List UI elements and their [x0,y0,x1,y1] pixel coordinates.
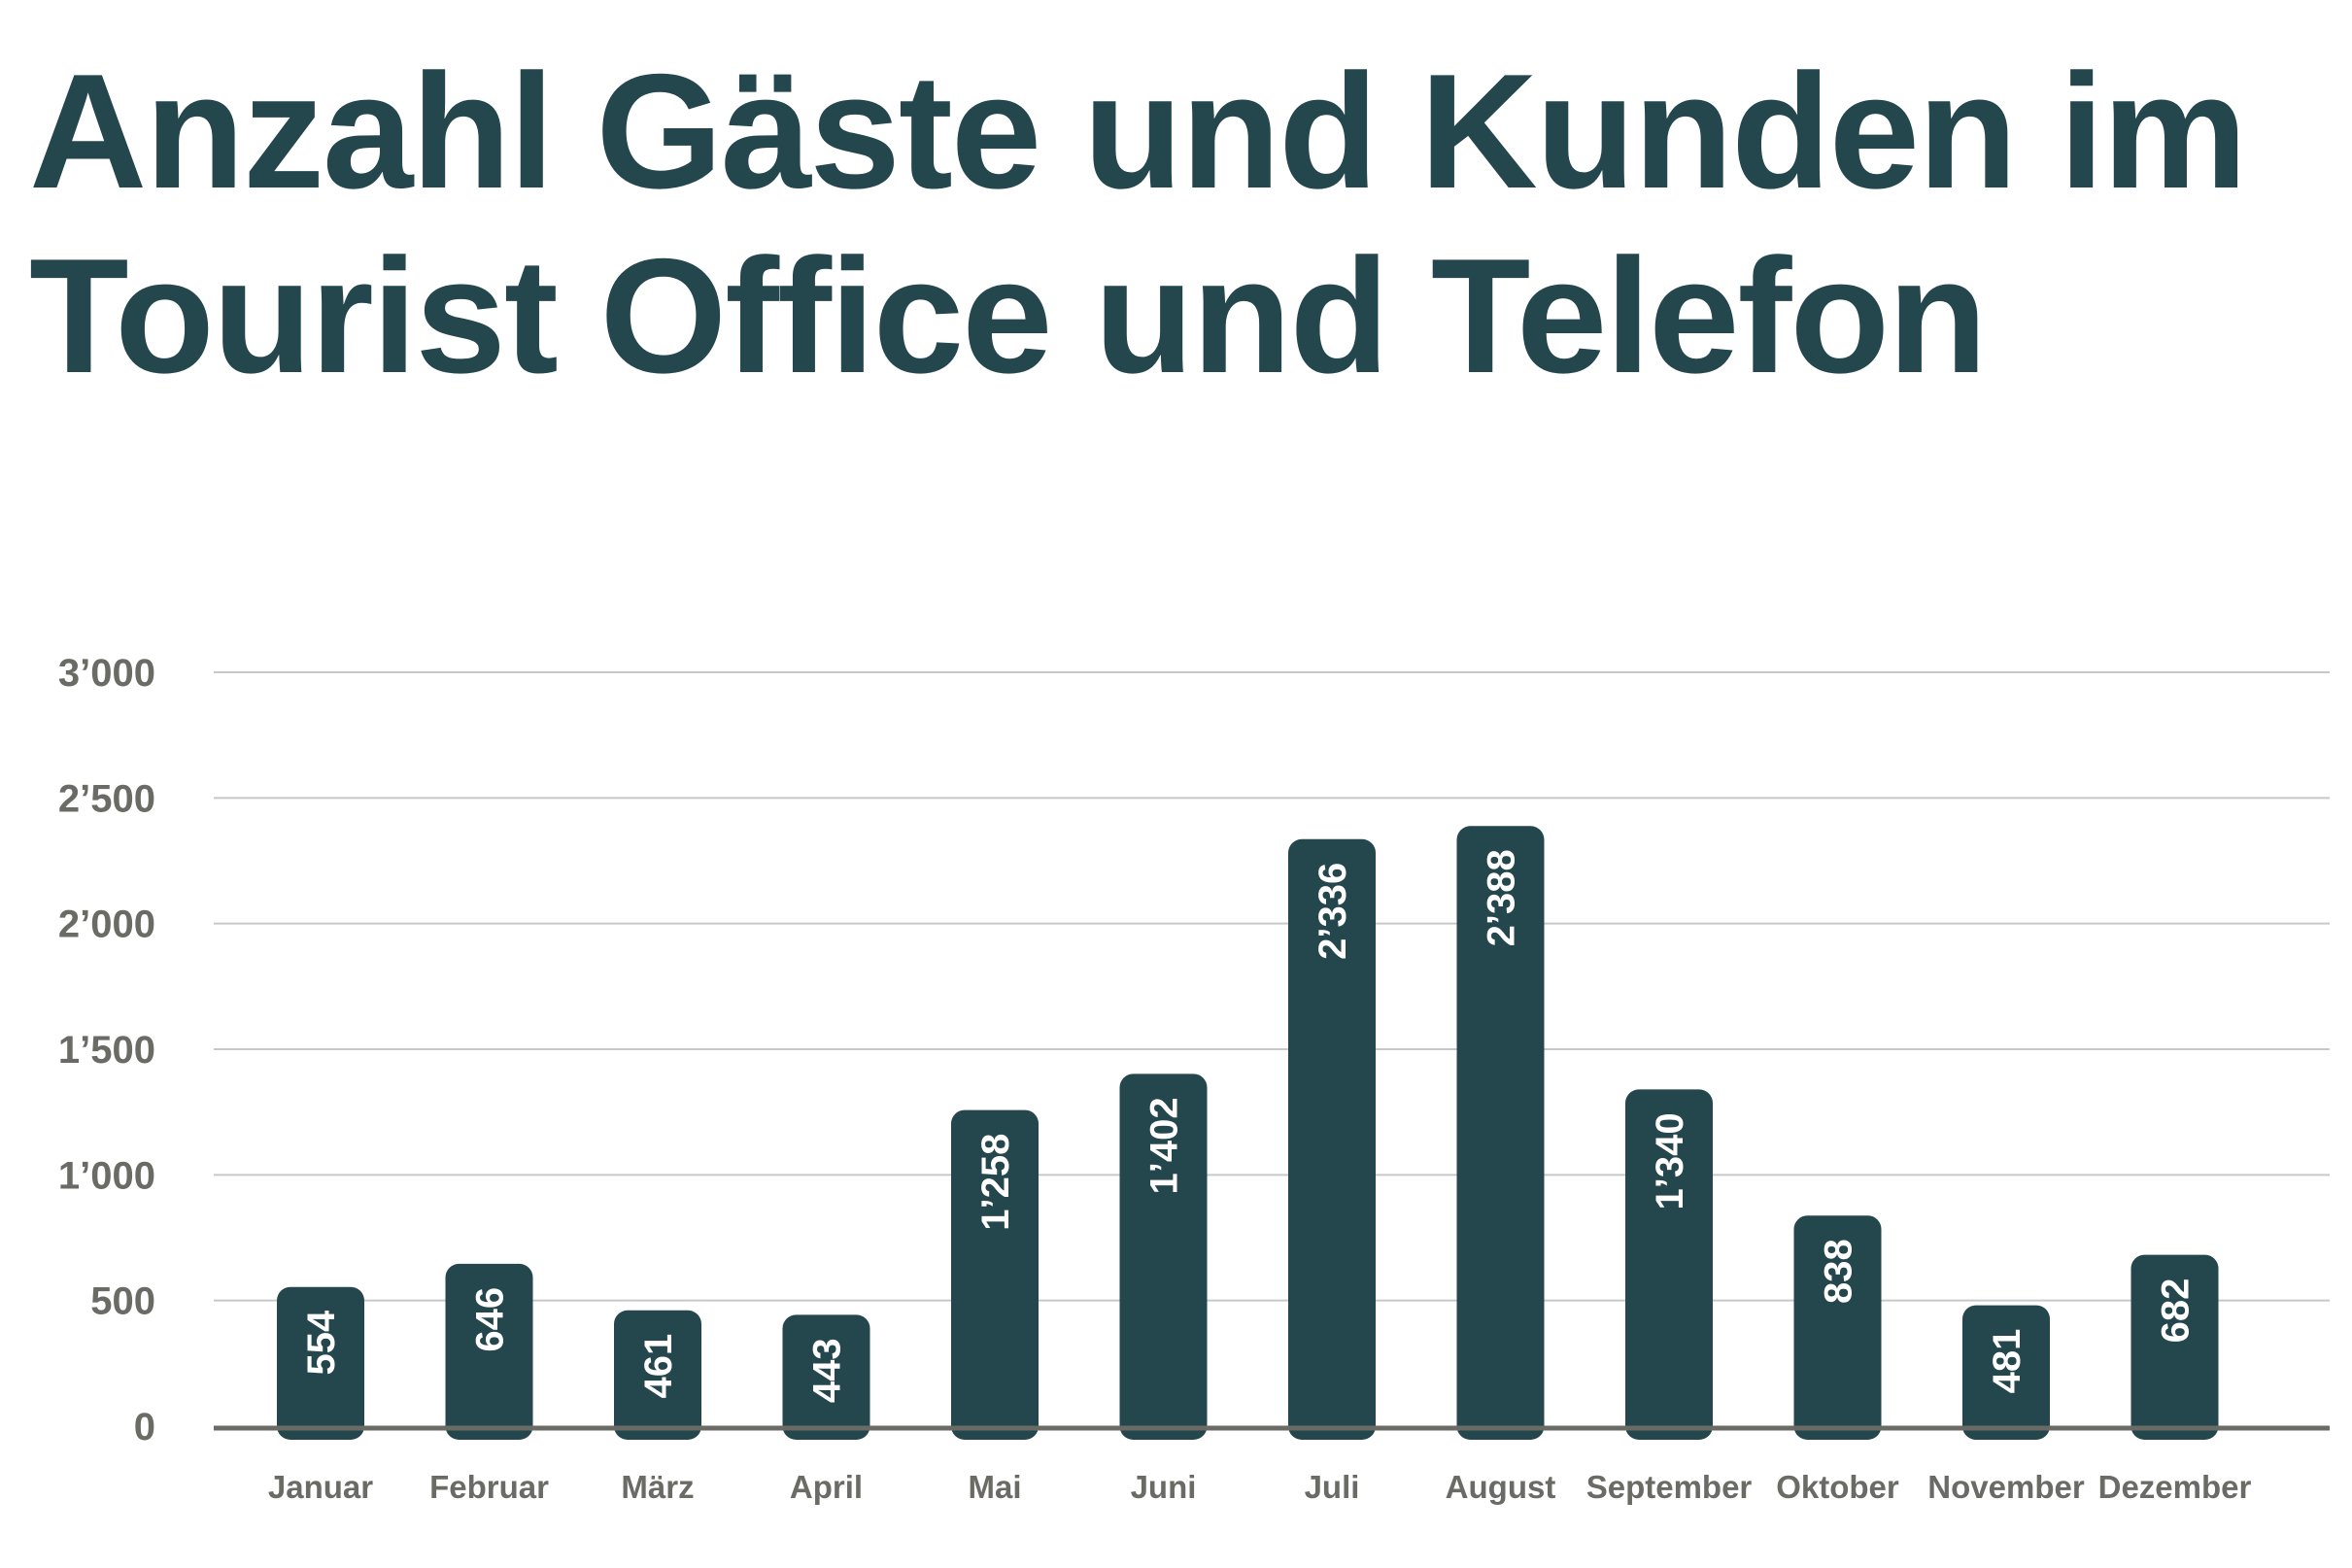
gridlines [214,671,2330,1302]
bar-value-label: 461 [637,1334,680,1399]
bar-value-label: 1’402 [1143,1097,1186,1194]
y-axis-tick-labels: 0 500 1’000 1’500 2’000 2’500 3’000 [58,652,155,1449]
x-tick-label: Januar [268,1469,373,1505]
bar-value-label: 646 [469,1287,512,1352]
chart-title-line-2: Tourist Office und Telefon [29,224,1988,407]
bar-value-labels: 554 646 461 443 1’258 1’402 2’336 2’388 1’340 838… [300,849,2198,1403]
x-tick-label: September [1586,1469,1753,1505]
y-tick-label: 500 [90,1280,155,1323]
x-tick-label: März [621,1469,694,1505]
bar [1793,1215,1882,1440]
x-tick-label: Juli [1305,1469,1360,1505]
bar [614,1310,701,1440]
y-tick-label: 3’000 [58,652,155,695]
x-axis-tick-labels: Januar Februar März April Mai Juni Juli August S… [268,1469,2252,1505]
y-tick-label: 2’500 [58,777,155,820]
bar [1288,838,1376,1440]
bar [1625,1089,1713,1440]
bars [277,826,2219,1440]
bar [951,1109,1039,1440]
x-tick-label: Juni [1131,1469,1197,1505]
y-tick-label: 1’500 [58,1029,155,1072]
bar [782,1314,870,1440]
x-tick-label: April [790,1469,863,1505]
bar [1456,826,1545,1440]
bar [2130,1254,2219,1440]
x-tick-label: Oktober [1776,1469,1899,1505]
chart-title: Anzahl Gäste und Kunden im Tourist Offic… [29,39,2264,408]
bar-value-label: 443 [806,1338,849,1403]
bar [277,1286,364,1440]
bar-value-label: 1’258 [974,1134,1017,1231]
x-tick-label: August [1446,1469,1556,1505]
bar-value-label: 481 [1986,1329,2028,1394]
bar-value-label: 2’336 [1312,863,1354,960]
chart-title-line-1: Anzahl Gäste und Kunden im [29,40,2247,222]
bar-value-label: 1’340 [1649,1112,1691,1210]
bar-value-label: 682 [2155,1278,2198,1344]
x-tick-label: November [1927,1469,2085,1505]
x-tick-label: Dezember [2098,1469,2252,1505]
bar-value-label: 2’388 [1481,849,1523,946]
y-tick-label: 0 [134,1406,155,1449]
x-tick-label: Mai [968,1469,1021,1505]
bar-value-label: 838 [1818,1239,1860,1304]
y-tick-label: 2’000 [58,903,155,946]
x-tick-label: Februar [429,1469,549,1505]
bar-value-label: 554 [300,1310,343,1375]
y-tick-label: 1’000 [58,1154,155,1197]
bar [445,1263,533,1440]
bar [1119,1074,1208,1440]
bar [1962,1305,2050,1440]
